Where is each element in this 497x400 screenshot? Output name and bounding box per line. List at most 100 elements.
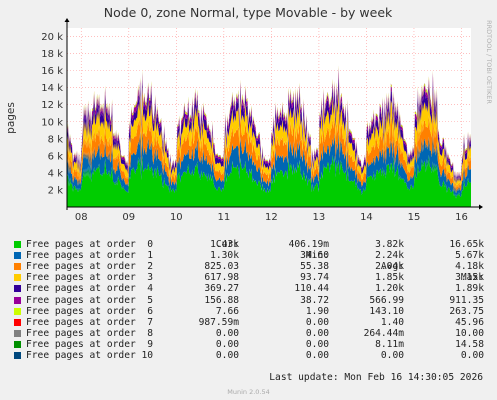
legend-series-name: Free pages at order 7 <box>26 316 154 328</box>
legend-max-value: 45.96 <box>455 316 484 328</box>
legend-swatch <box>14 285 21 293</box>
legend-avg-value: 8.11m <box>375 338 404 350</box>
legend-series-name: Free pages at order 0 <box>26 239 154 251</box>
legend-swatch <box>14 307 21 315</box>
legend-series-name: Free pages at order 9 <box>26 338 154 350</box>
series-area-order-3 <box>67 86 471 188</box>
last-update: Last update: Mon Feb 16 14:30:05 2026 <box>269 372 483 383</box>
legend-cur-value: 156.88 <box>204 294 239 306</box>
legend-min-value: 0.00 <box>305 338 329 350</box>
legend-cur-value: 0.00 <box>215 350 239 362</box>
y-tick-label: 2 k <box>48 185 64 196</box>
legend-max-value: 1.89k <box>455 283 484 295</box>
legend-swatch <box>14 274 21 282</box>
legend-min-value: 38.72 <box>300 294 329 306</box>
legend-cur-value: 0.00 <box>215 327 239 339</box>
legend-avg-value: 1.40 <box>380 316 404 328</box>
legend-min-value: 93.74 <box>300 272 329 284</box>
legend-avg-value: 0.00 <box>380 350 404 362</box>
legend-min-value: 110.44 <box>294 283 329 295</box>
legend-avg-value: 1.85k <box>375 272 404 284</box>
legend-max-value: 10.00 <box>455 327 484 339</box>
legend-row: Free pages at order 10 0.00 0.00 0.00 0.00 <box>14 350 484 361</box>
legend-max-value: 0.00 <box>460 350 484 362</box>
series-area-order-4 <box>67 74 471 184</box>
x-tick-label: 10 <box>170 212 183 223</box>
x-tick-label: 12 <box>265 212 278 223</box>
legend-series-name: Free pages at order 10 <box>26 350 154 362</box>
legend-max-value: 14.58 <box>455 338 484 350</box>
legend-cur-value: 7.66 <box>215 305 239 317</box>
legend-cur-value: 617.98 <box>204 272 239 284</box>
legend-swatch <box>14 340 21 348</box>
y-axis-label: pages <box>5 102 17 134</box>
legend-row: Free pages at order 0 1.43k 406.19m 3.82k 16… <box>14 239 484 250</box>
legend-series-name: Free pages at order 3 <box>26 272 154 284</box>
legend-swatch <box>14 296 21 304</box>
legend-swatch <box>14 329 21 337</box>
x-tick-label: 09 <box>122 212 135 223</box>
y-tick-label: 4 k <box>48 168 64 179</box>
legend-avg-value: 264.44m <box>363 327 404 339</box>
legend-col-min: Min: <box>305 250 329 262</box>
legend-min-value: 34.60 <box>300 250 329 262</box>
legend-series-name: Free pages at order 4 <box>26 283 154 295</box>
munin-version: Munin 2.0.54 <box>227 388 270 396</box>
legend-cur-value: 987.59m <box>198 316 239 328</box>
legend-min-value: 0.00 <box>305 327 329 339</box>
y-tick-label: 6 k <box>48 151 64 162</box>
x-tick-label: 16 <box>455 212 468 223</box>
legend-col-avg: Avg: <box>380 261 404 273</box>
legend-cur-value: 0.00 <box>215 338 239 350</box>
legend-max-value: 16.65k <box>449 239 484 251</box>
x-tick-label: 15 <box>408 212 421 223</box>
legend-swatch <box>14 241 21 249</box>
legend-row: Free pages at order 5 156.88 38.72 566.99 91… <box>14 295 484 306</box>
y-tick-label: 10 k <box>41 117 63 128</box>
legend-swatch <box>14 318 21 326</box>
legend-row: Free pages at order 9 0.00 0.00 8.11m 14.58 <box>14 339 484 350</box>
y-tick-label: 14 k <box>41 83 63 94</box>
axes <box>64 18 483 210</box>
legend-min-value: 0.00 <box>305 316 329 328</box>
legend-series-name: Free pages at order 8 <box>26 327 154 339</box>
y-axis-arrow <box>64 18 70 22</box>
legend-series-name: Free pages at order 5 <box>26 294 154 306</box>
legend-max-value: 4.18k <box>455 261 484 273</box>
legend-series-name: Free pages at order 6 <box>26 305 154 317</box>
legend-swatch <box>14 263 21 271</box>
legend-col-max: Max: <box>460 272 484 284</box>
x-axis-arrow <box>479 204 483 210</box>
legend-cur-value: 369.27 <box>204 283 239 295</box>
tick-labels: 2 k 4 k 6 k 8 k 10 k 12 k 14 k 16 k 18 k 20 k 08 09… <box>41 32 468 223</box>
legend-avg-value: 566.99 <box>369 294 404 306</box>
legend-swatch <box>14 252 21 260</box>
legend-cur-value: 1.30k <box>210 250 239 262</box>
legend-row: Free pages at order 6 7.66 1.90 143.10 263.7… <box>14 306 484 317</box>
legend-rows: Free pages at order 0 1.43k 406.19m 3.82k 16… <box>14 239 484 361</box>
legend-avg-value: 3.82k <box>375 239 404 251</box>
y-tick-label: 16 k <box>41 66 63 77</box>
legend-table: Cur: Min: Avg: Max: Free pages at order … <box>14 228 484 361</box>
legend-cur-value: 825.03 <box>204 261 239 273</box>
legend-row: Free pages at order 2 825.03 55.38 2.04k 4.1… <box>14 261 484 272</box>
chart-title: Node 0, zone Normal, type Movable - by w… <box>104 5 393 20</box>
legend-row: Free pages at order 1 1.30k 34.60 2.24k 5.67… <box>14 250 484 261</box>
series-area-order-0 <box>67 154 471 207</box>
series-areas <box>67 65 471 207</box>
legend-min-value: 1.90 <box>305 305 329 317</box>
legend-header: Cur: Min: Avg: Max: <box>14 228 484 283</box>
legend-row: Free pages at order 3 617.98 93.74 1.85k 3.1… <box>14 272 484 283</box>
legend-max-value: 5.67k <box>455 250 484 262</box>
legend-series-name: Free pages at order 1 <box>26 250 154 262</box>
x-tick-label: 14 <box>360 212 373 223</box>
legend-avg-value: 2.04k <box>375 261 404 273</box>
x-tick-label: 08 <box>75 212 88 223</box>
legend-min-value: 55.38 <box>300 261 329 273</box>
y-tick-label: 8 k <box>48 134 64 145</box>
y-tick-label: 12 k <box>41 100 63 111</box>
legend-row: Free pages at order 7 987.59m 0.00 1.40 45.9… <box>14 317 484 328</box>
legend-max-value: 911.35 <box>449 294 484 306</box>
legend-cur-value: 1.43k <box>210 239 239 251</box>
